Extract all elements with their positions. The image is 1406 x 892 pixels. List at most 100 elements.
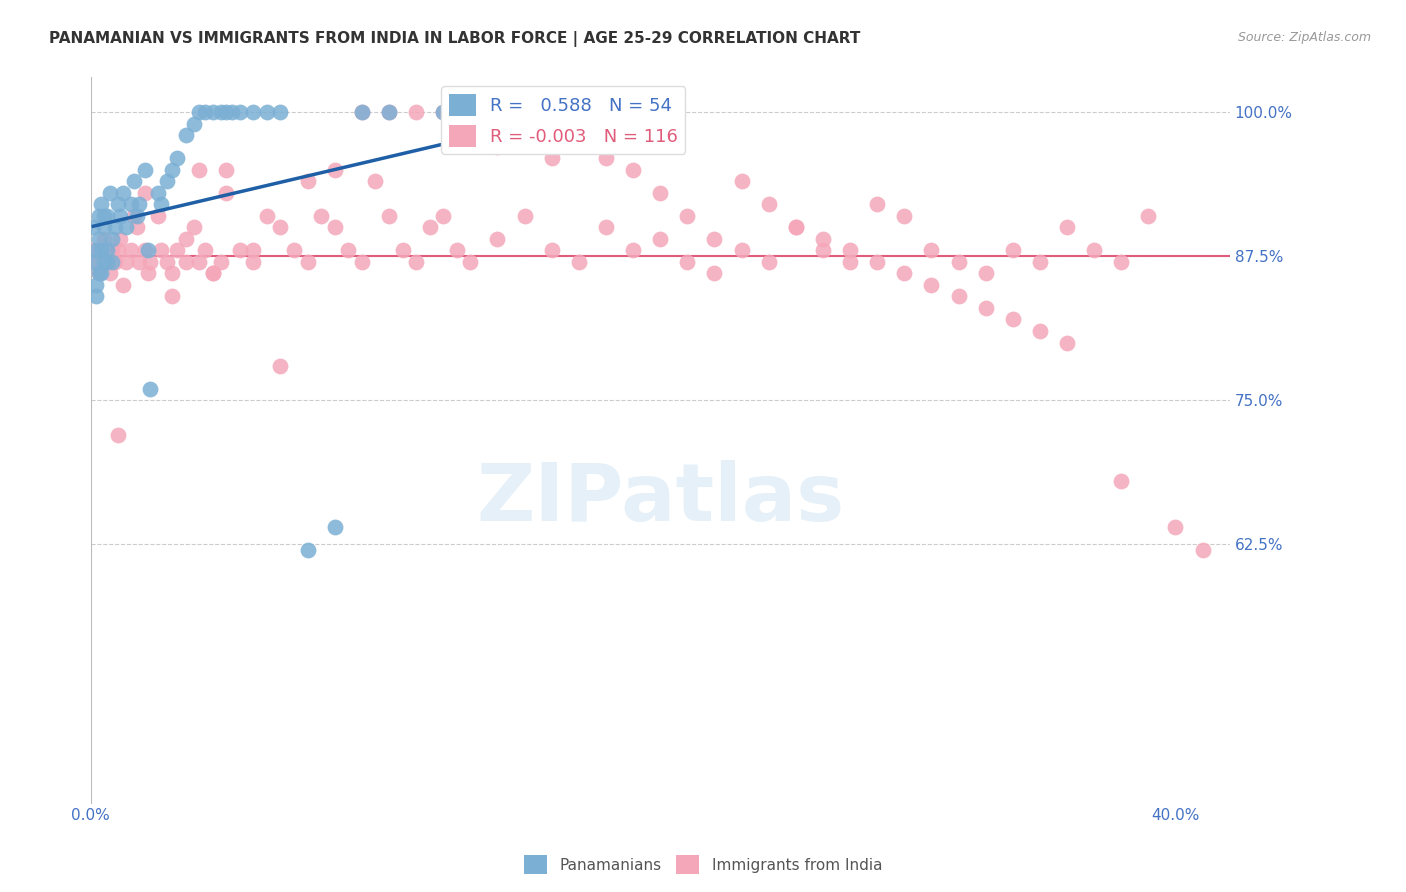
Point: [621, 244, 644, 258]
Point: [183, 117, 205, 131]
Point: [107, 427, 129, 442]
Point: [893, 209, 915, 223]
Point: [513, 128, 536, 142]
Point: [215, 105, 238, 120]
Point: [242, 255, 264, 269]
Point: [1001, 244, 1024, 258]
Point: [568, 117, 591, 131]
Point: [115, 255, 138, 269]
Point: [229, 244, 252, 258]
Point: [948, 289, 970, 303]
Point: [96, 244, 118, 258]
Point: [174, 128, 197, 142]
Point: [650, 232, 672, 246]
Point: [419, 220, 441, 235]
Point: [104, 220, 127, 235]
Point: [110, 209, 132, 223]
Point: [595, 151, 617, 165]
Point: [242, 244, 264, 258]
Point: [676, 209, 699, 223]
Point: [155, 255, 177, 269]
Point: [758, 197, 780, 211]
Point: [93, 209, 115, 223]
Point: [166, 151, 188, 165]
Point: [215, 186, 238, 200]
Point: [364, 174, 387, 188]
Point: [98, 186, 121, 200]
Point: [513, 209, 536, 223]
Point: [1109, 255, 1132, 269]
Point: [112, 186, 135, 200]
Point: [758, 255, 780, 269]
Point: [269, 105, 291, 120]
Point: [297, 543, 319, 558]
Point: [188, 105, 211, 120]
Point: [84, 244, 107, 258]
Point: [242, 105, 264, 120]
Point: [1001, 312, 1024, 326]
Point: [309, 209, 332, 223]
Point: [215, 162, 238, 177]
Point: [785, 220, 807, 235]
Point: [136, 244, 159, 258]
Point: [866, 255, 889, 269]
Legend: R =   0.588   N = 54, R = -0.003   N = 116: R = 0.588 N = 54, R = -0.003 N = 116: [441, 87, 685, 154]
Point: [405, 105, 427, 120]
Point: [378, 209, 401, 223]
Point: [148, 186, 170, 200]
Point: [920, 277, 942, 292]
Point: [87, 266, 110, 280]
Point: [90, 266, 112, 280]
Point: [101, 232, 124, 246]
Point: [209, 105, 232, 120]
Point: [96, 255, 118, 269]
Point: [160, 289, 183, 303]
Point: [120, 244, 142, 258]
Point: [486, 232, 509, 246]
Point: [160, 266, 183, 280]
Point: [540, 244, 562, 258]
Point: [1109, 474, 1132, 488]
Point: [174, 232, 197, 246]
Point: [676, 255, 699, 269]
Point: [323, 520, 346, 534]
Point: [460, 255, 482, 269]
Point: [87, 209, 110, 223]
Text: ZIPatlas: ZIPatlas: [477, 459, 844, 538]
Point: [90, 244, 112, 258]
Point: [87, 266, 110, 280]
Point: [568, 255, 591, 269]
Point: [90, 244, 112, 258]
Point: [811, 232, 834, 246]
Point: [84, 277, 107, 292]
Point: [323, 220, 346, 235]
Point: [122, 209, 145, 223]
Point: [446, 244, 468, 258]
Point: [297, 255, 319, 269]
Point: [350, 105, 373, 120]
Point: [201, 105, 224, 120]
Point: [269, 359, 291, 373]
Point: [256, 209, 278, 223]
Point: [110, 232, 132, 246]
Point: [540, 151, 562, 165]
Point: [183, 220, 205, 235]
Point: [703, 232, 725, 246]
Point: [378, 105, 401, 120]
Point: [148, 209, 170, 223]
Point: [920, 244, 942, 258]
Point: [201, 266, 224, 280]
Point: [1083, 244, 1105, 258]
Point: [93, 232, 115, 246]
Point: [136, 266, 159, 280]
Point: [174, 255, 197, 269]
Point: [1164, 520, 1187, 534]
Point: [948, 255, 970, 269]
Point: [139, 382, 162, 396]
Point: [323, 162, 346, 177]
Point: [93, 255, 115, 269]
Point: [193, 105, 215, 120]
Point: [166, 244, 188, 258]
Point: [839, 255, 862, 269]
Point: [125, 209, 148, 223]
